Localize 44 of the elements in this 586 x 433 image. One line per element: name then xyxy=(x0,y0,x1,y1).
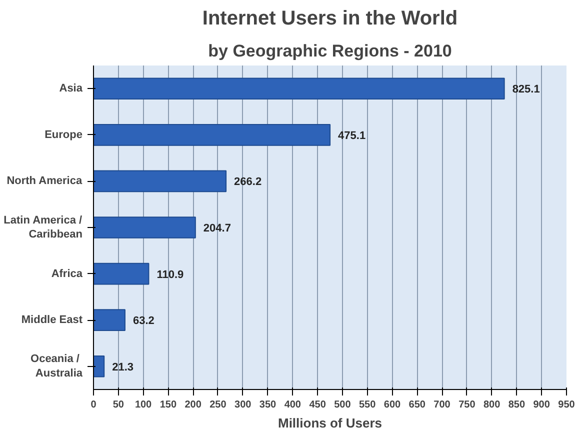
y-tick-label: Middle East xyxy=(21,314,83,326)
y-tick-label: Asia xyxy=(59,82,84,95)
x-tick-label: 500 xyxy=(334,400,352,410)
x-tick-label: 200 xyxy=(184,400,202,410)
x-tick-label: 450 xyxy=(309,400,326,410)
bar xyxy=(94,355,105,378)
x-tick-label: 600 xyxy=(384,400,402,410)
data-label: 63.2 xyxy=(132,315,154,328)
chart-title: Internet Users in the World xyxy=(202,8,458,30)
x-tick-label: 750 xyxy=(458,400,476,410)
x-tick-label: 900 xyxy=(533,400,550,410)
data-label: 21.3 xyxy=(112,361,134,374)
y-tick-label: Europe xyxy=(44,128,83,141)
bar xyxy=(94,78,505,100)
y-tick-label: Latin America / Caribbean xyxy=(4,214,83,241)
y-tick-label: Africa xyxy=(51,268,84,280)
chart-subtitle: by Geographic Regions - 2010 xyxy=(208,42,452,60)
data-label: 266.2 xyxy=(234,176,262,188)
bar xyxy=(94,262,150,285)
x-tick-label: 300 xyxy=(234,400,252,410)
x-tick-label: 950 xyxy=(558,400,576,410)
bar xyxy=(94,216,196,238)
x-tick-label: 850 xyxy=(508,400,526,410)
x-tick-label: 550 xyxy=(359,400,376,410)
data-label: 204.7 xyxy=(203,222,231,234)
data-label: 825.1 xyxy=(512,84,540,96)
x-tick-label: 650 xyxy=(408,400,426,410)
x-axis-title: Millions of Users xyxy=(278,416,382,430)
data-label: 110.9 xyxy=(156,268,184,281)
y-tick-label: Oceania / Australia xyxy=(30,353,84,380)
x-tick-label: 700 xyxy=(434,400,451,410)
bar xyxy=(94,170,227,192)
bar xyxy=(94,124,331,146)
x-tick-label: 50 xyxy=(112,400,124,410)
bar xyxy=(94,309,126,331)
x-tick-label: 800 xyxy=(483,400,501,410)
x-tick-label: 400 xyxy=(284,400,302,410)
x-tick-label: 150 xyxy=(160,400,177,410)
x-tick-label: 0 xyxy=(90,400,97,410)
data-label: 475.1 xyxy=(338,130,366,142)
x-tick-label: 100 xyxy=(134,400,152,410)
x-tick-label: 350 xyxy=(259,400,277,410)
y-tick-label: North America xyxy=(6,175,83,188)
x-tick-label: 250 xyxy=(210,400,227,410)
